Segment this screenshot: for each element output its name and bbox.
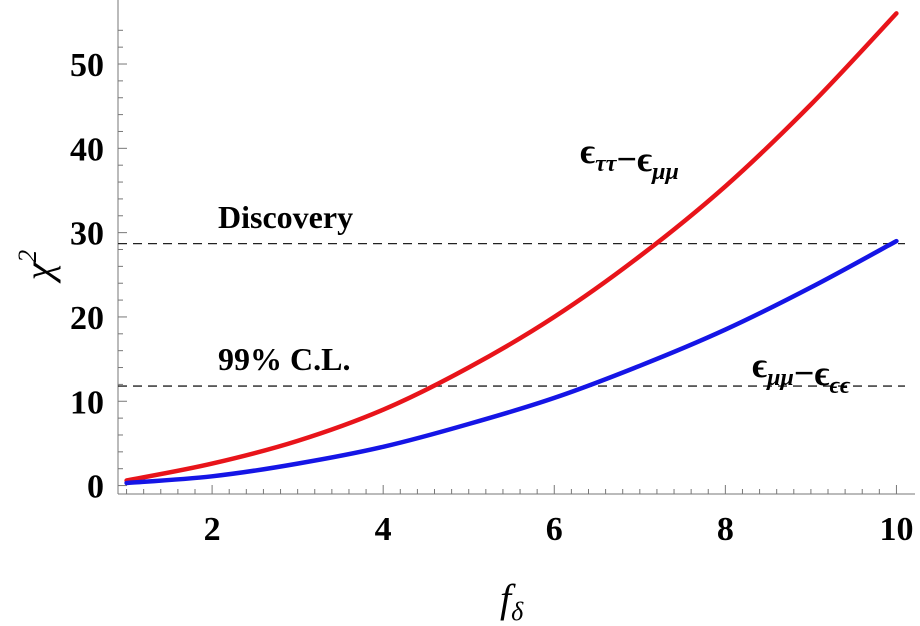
series-line-tautau-mumu (124, 11, 899, 483)
x-tick-label: 4 (375, 511, 392, 548)
y-axis-title-sup: 2 (13, 250, 42, 263)
series-label-mumu-ee: ϵμμ−ϵϵϵ (752, 345, 851, 399)
x-tick-label: 6 (546, 511, 563, 548)
x-tick-label: 10 (879, 511, 913, 548)
series-label-subscript: μμ (765, 365, 794, 391)
y-tick-label: 30 (70, 216, 104, 253)
cl-99-label: 99% C.L. (218, 341, 350, 377)
series-label-part: − (616, 139, 637, 179)
series-line-mumu-ee (124, 238, 899, 486)
series-label-subscript: ττ (595, 151, 618, 177)
y-tick-label: 50 (70, 47, 104, 84)
y-tick-label: 40 (70, 131, 104, 168)
x-axis-title: fδ (500, 576, 524, 626)
y-axis-title-main: χ (16, 261, 61, 284)
x-tick-label: 2 (204, 511, 221, 548)
series-label-part: ϵ (580, 131, 595, 171)
tick-labels: 2 4 6 8 10 0 10 20 30 40 50 (70, 47, 913, 548)
series-label-part: ϵ (814, 353, 829, 393)
series-label-tautau-mumu: ϵττ−ϵμμ (580, 131, 679, 185)
y-tick-label: 0 (87, 469, 104, 506)
curves (124, 11, 899, 486)
y-axis-title-group: χ2 (13, 250, 61, 285)
series-label-part: ϵ (637, 139, 652, 179)
x-tick-label: 8 (717, 511, 734, 548)
y-tick-label: 10 (70, 384, 104, 421)
y-tick-label: 20 (70, 300, 104, 337)
axes (117, 0, 915, 495)
y-axis-title: χ2 (13, 250, 61, 285)
series-label-part: − (794, 353, 815, 393)
series-label-subscript: μμ (650, 159, 679, 185)
reference-lines (118, 242, 905, 387)
x-axis-title-sub: δ (511, 597, 524, 626)
series-label-part: ϵ (752, 345, 767, 385)
discovery-label: Discovery (218, 199, 353, 235)
series-label-subscript: ϵϵ (830, 373, 851, 399)
